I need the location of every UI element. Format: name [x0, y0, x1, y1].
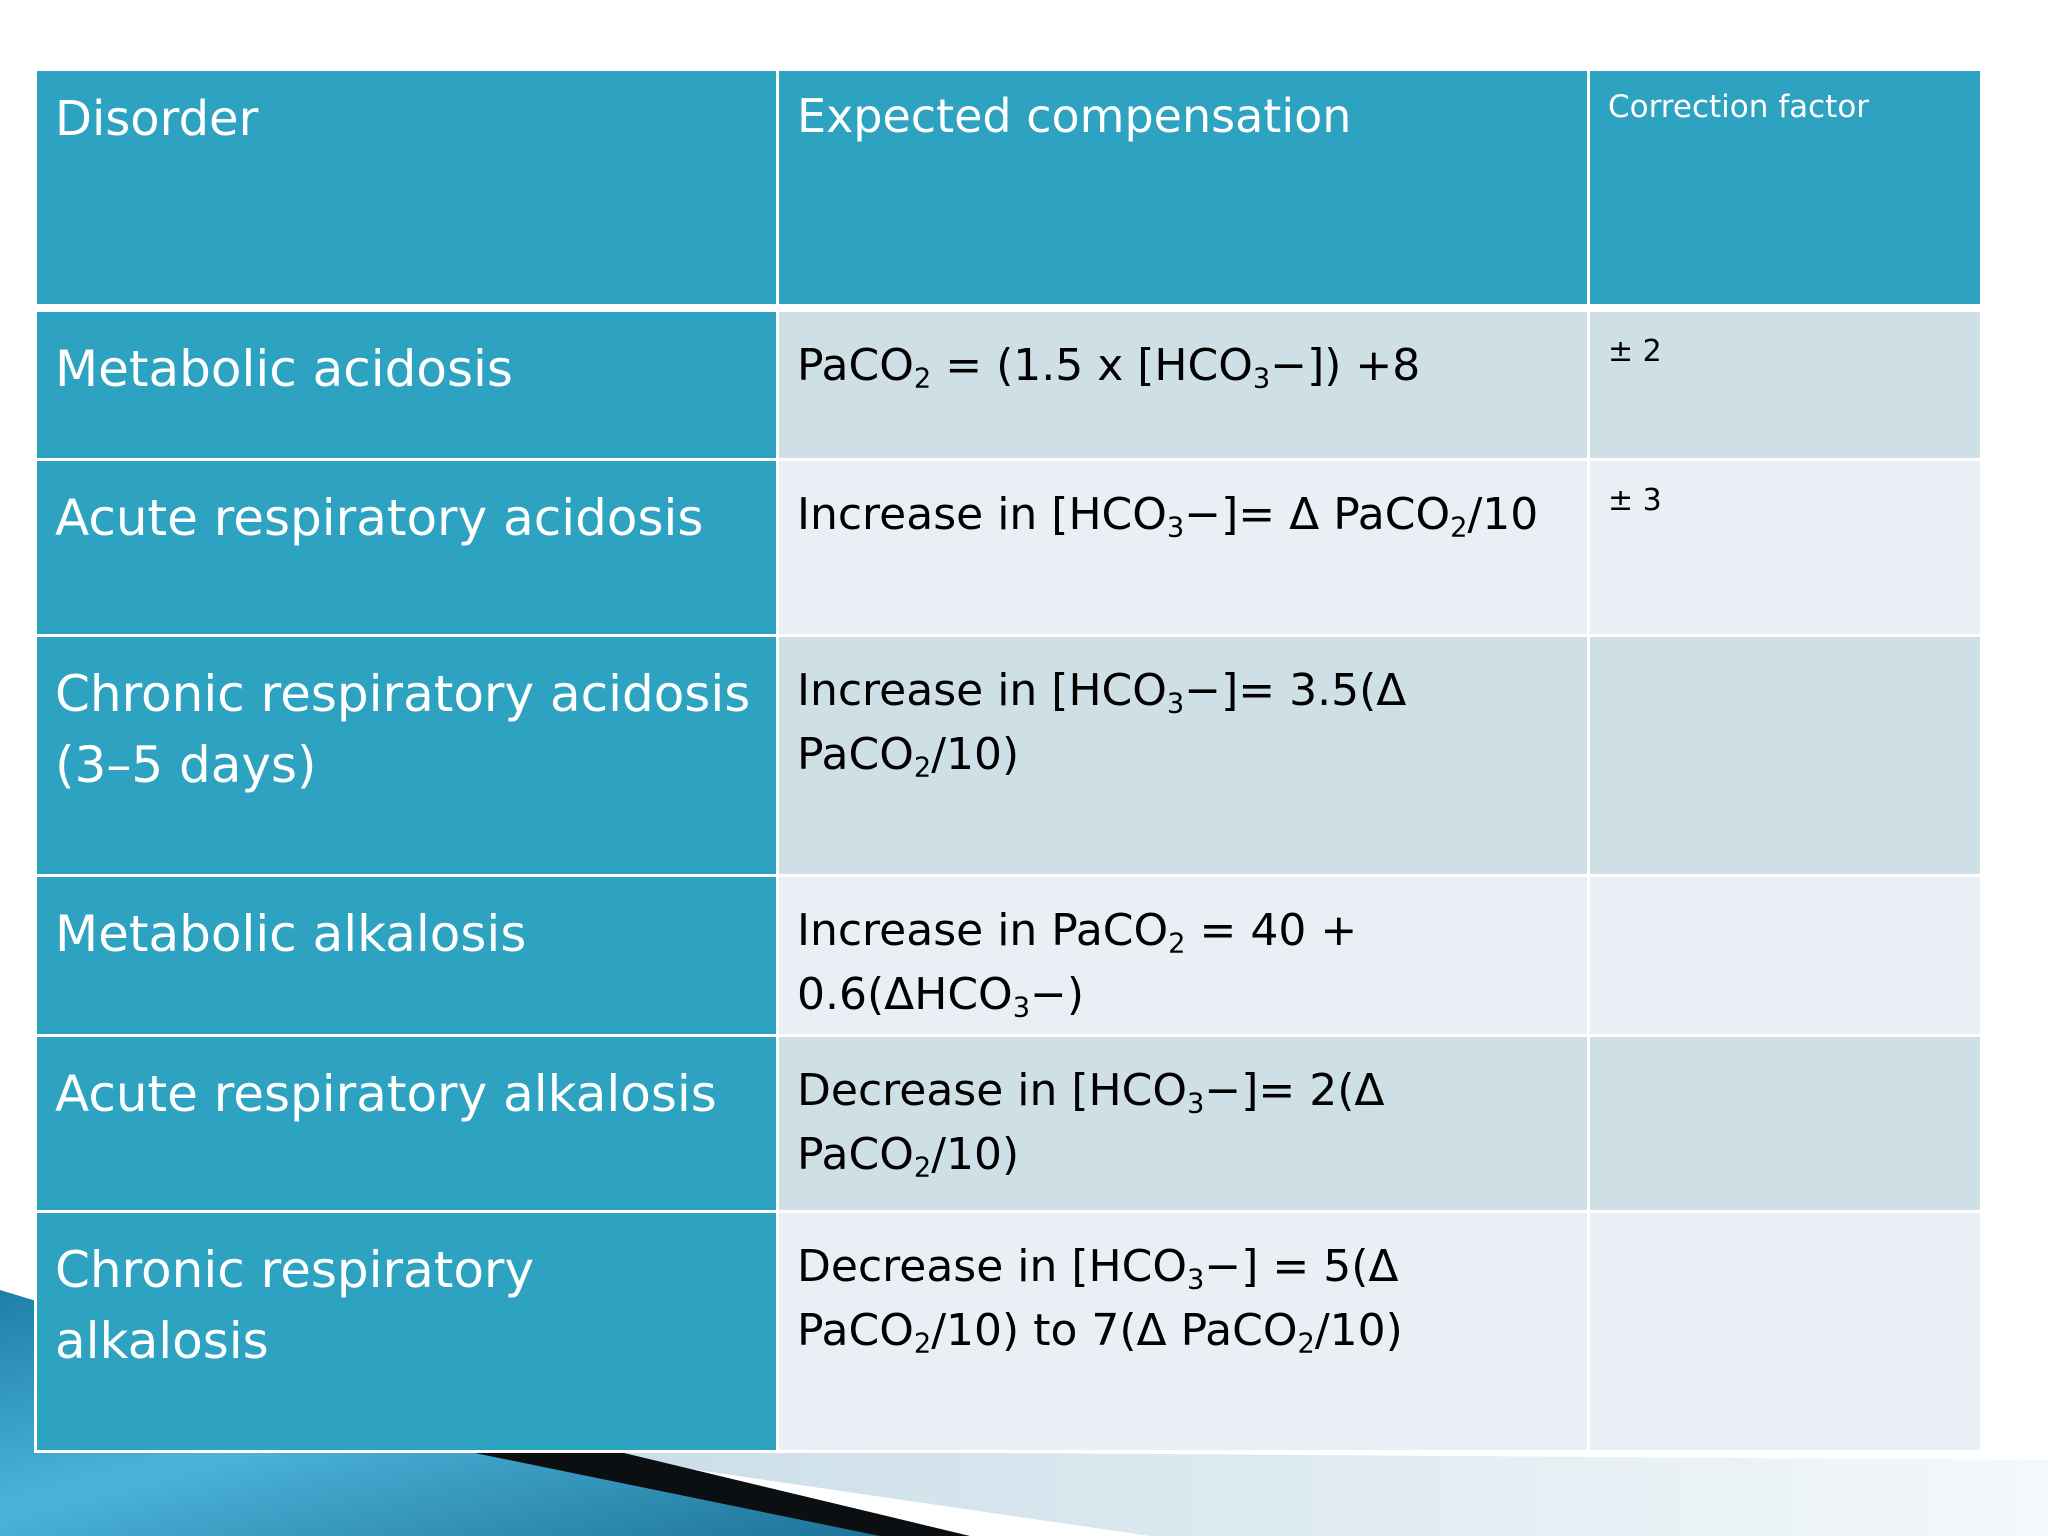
formula-text: Increase in [HCO — [797, 665, 1167, 716]
swoosh-blue — [0, 1290, 940, 1536]
correction-factor-cell — [1587, 634, 1983, 877]
formula-text: /10 — [1467, 489, 1539, 540]
formula-subscript: 3 — [1012, 992, 1031, 1024]
formula-text: /10) — [931, 728, 1020, 780]
compensation-cell: Decrease in [HCO3−]= 2(Δ PaCO2/10) — [776, 1034, 1590, 1213]
table-row: Chronic respiratory alkalosis Decrease i… — [34, 1210, 1983, 1453]
correction-factor-cell — [1587, 874, 1983, 1037]
table-row: Acute respiratory alkalosis Decrease in … — [34, 1034, 1983, 1213]
compensation-cell: Decrease in [HCO3−] = 5(Δ PaCO2/10) to 7… — [776, 1210, 1590, 1453]
formula-text: PaCO — [797, 339, 914, 391]
header-expected-compensation: Expected compensation — [776, 68, 1590, 312]
disorder-cell: Acute respiratory alkalosis — [34, 1034, 779, 1213]
formula-text: /10) — [1314, 1304, 1403, 1356]
correction-factor-cell — [1587, 1210, 1983, 1453]
formula-text: −) — [1030, 968, 1085, 1020]
swoosh-dark — [470, 1452, 970, 1536]
formula-text: −] = 5(Δ PaCO — [797, 1241, 1399, 1356]
correction-factor-cell: ± 2 — [1587, 306, 1983, 461]
table-row: Acute respiratory acidosis Increase in [… — [34, 458, 1983, 637]
formula-subscript: 2 — [1168, 928, 1186, 960]
formula-subscript: 2 — [913, 752, 932, 784]
formula-subscript: 3 — [1186, 1088, 1205, 1120]
formula-subscript: 2 — [913, 1152, 932, 1184]
disorder-cell: Chronic respiratory acidosis (3–5 days) — [34, 634, 779, 877]
formula-subscript: 3 — [1186, 1264, 1205, 1296]
table-header-row: Disorder Expected compensation Correctio… — [34, 68, 1983, 312]
formula-subscript: 2 — [1450, 512, 1468, 544]
formula-subscript: 3 — [1166, 512, 1185, 544]
formula-text: −]) +8 — [1270, 339, 1421, 391]
disorder-cell: Chronic respiratory alkalosis — [34, 1210, 779, 1453]
formula-text: −]= Δ PaCO — [1184, 489, 1451, 540]
formula-subscript: 2 — [1297, 1328, 1315, 1360]
disorder-cell: Metabolic acidosis — [34, 306, 779, 461]
formula-subscript: 2 — [913, 1328, 932, 1360]
formula-text: −]= 3.5(Δ PaCO — [797, 665, 1407, 780]
formula-subscript: 3 — [1166, 688, 1185, 720]
disorder-cell: Metabolic alkalosis — [34, 874, 779, 1037]
formula-text: −]= 2(Δ PaCO — [797, 1065, 1385, 1180]
correction-factor-cell — [1587, 1034, 1983, 1213]
acid-base-compensation-table: Disorder Expected compensation Correctio… — [34, 68, 1983, 1453]
header-disorder: Disorder — [34, 68, 779, 312]
formula-text: = (1.5 x [HCO — [931, 339, 1253, 391]
formula-text: /10) — [931, 1128, 1020, 1180]
table-row: Metabolic alkalosis Increase in PaCO2 = … — [34, 874, 1983, 1037]
compensation-cell: Increase in PaCO2 = 40 + 0.6(ΔHCO3−) — [776, 874, 1590, 1037]
formula-text: Increase in [HCO — [797, 489, 1167, 540]
formula-subscript: 2 — [913, 363, 932, 395]
formula-text: = 40 + 0.6(ΔHCO — [797, 905, 1358, 1020]
swoosh-pale — [560, 1450, 2048, 1536]
formula-subscript: 3 — [1252, 363, 1271, 395]
compensation-cell: PaCO2 = (1.5 x [HCO3−]) +8 — [776, 306, 1590, 461]
disorder-cell: Acute respiratory acidosis — [34, 458, 779, 637]
table-row: Metabolic acidosis PaCO2 = (1.5 x [HCO3−… — [34, 306, 1983, 461]
compensation-cell: Increase in [HCO3−]= Δ PaCO2/10 — [776, 458, 1590, 637]
formula-text: Decrease in [HCO — [797, 1065, 1187, 1116]
formula-text: /10) to 7(Δ PaCO — [931, 1304, 1298, 1356]
table-row: Chronic respiratory acidosis (3–5 days) … — [34, 634, 1983, 877]
formula-text: Decrease in [HCO — [797, 1241, 1187, 1292]
formula-text: Increase in PaCO — [797, 905, 1169, 956]
compensation-cell: Increase in [HCO3−]= 3.5(Δ PaCO2/10) — [776, 634, 1590, 877]
correction-factor-cell: ± 3 — [1587, 458, 1983, 637]
header-correction-factor: Correction factor — [1587, 68, 1983, 312]
